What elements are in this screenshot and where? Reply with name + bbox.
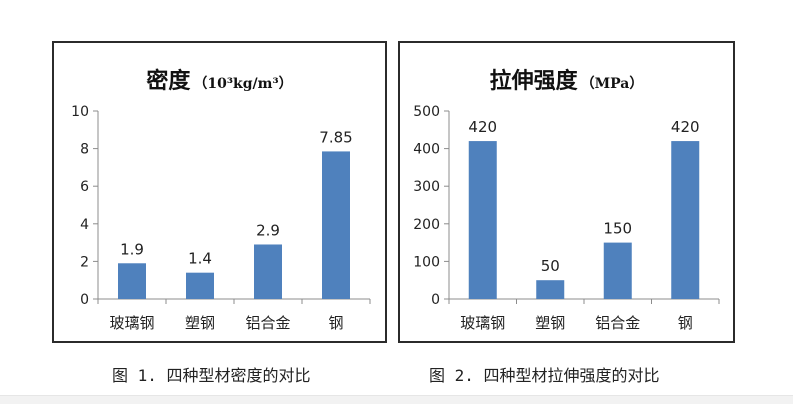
tensile-chart-title: 拉伸强度 （MPa）: [400, 63, 733, 95]
tensile-y-tick-label: 0: [431, 292, 440, 308]
density-chart-title: 密度 （10³kg/m³）: [54, 63, 385, 95]
tensile-title-unit: （MPa）: [580, 76, 644, 92]
figure-1-caption: 图 1. 四种型材密度的对比: [112, 366, 311, 385]
density-data-label: 1.4: [188, 250, 212, 268]
tensile-chart-svg: 0 100 200 300 400 500 420 玻璃钢 50 塑钢 150 铝合金 420 钢: [413, 104, 720, 332]
density-category-label: 塑钢: [185, 314, 215, 332]
tensile-y-tick-label: 500: [413, 104, 440, 120]
figure-2-caption: 图 2. 四种型材拉伸强度的对比: [429, 366, 660, 385]
tensile-y-tick-label: 400: [413, 142, 440, 158]
density-y-tick-label: 8: [80, 142, 89, 158]
tensile-data-label: 50: [541, 257, 560, 275]
density-bar: [322, 151, 350, 299]
density-y-tick-label: 0: [80, 292, 89, 308]
tensile-category-label: 玻璃钢: [460, 314, 505, 332]
density-bar: [186, 272, 214, 299]
tensile-category-label: 塑钢: [535, 314, 565, 332]
tensile-y-tick-label: 300: [413, 179, 440, 195]
tensile-category-label: 钢: [678, 314, 693, 332]
tensile-data-label: 420: [468, 118, 497, 136]
tensile-bar: [468, 141, 497, 299]
tensile-data-label: 420: [671, 118, 700, 136]
tensile-chart-panel: 拉伸强度 （MPa） 0 100 200 300 400 500 420 玻璃钢 50 塑钢 150 铝…: [398, 41, 735, 343]
tensile-bar: [671, 141, 700, 299]
tensile-category-label: 铝合金: [595, 314, 640, 332]
density-category-label: 钢: [328, 314, 343, 332]
density-chart-panel: 密度 （10³kg/m³） 0 2 4 6 8 10 1.9 玻璃钢 1.4 塑钢 2.9 铝合金 7.8…: [52, 41, 387, 343]
page-bottom-band: [0, 395, 793, 404]
density-category-label: 玻璃钢: [109, 314, 154, 332]
tensile-y-tick-label: 200: [413, 217, 440, 233]
density-title-unit: （10³kg/m³）: [193, 76, 293, 92]
density-y-tick-label: 6: [80, 179, 89, 195]
density-title-text: 密度: [146, 68, 191, 94]
density-y-tick-label: 4: [80, 217, 89, 233]
tensile-data-label: 150: [603, 220, 632, 238]
density-data-label: 7.85: [319, 128, 352, 146]
tensile-title-text: 拉伸强度: [489, 68, 578, 94]
density-y-tick-label: 10: [71, 104, 89, 120]
density-bar: [254, 244, 282, 299]
tensile-bar: [603, 242, 632, 299]
density-bar: [118, 263, 146, 299]
density-data-label: 1.9: [120, 240, 144, 258]
density-category-label: 铝合金: [245, 314, 290, 332]
tensile-y-tick-label: 100: [413, 254, 440, 270]
density-data-label: 2.9: [256, 221, 280, 239]
tensile-bar: [536, 280, 565, 299]
density-chart-svg: 0 2 4 6 8 10 1.9 玻璃钢 1.4 塑钢 2.9 铝合金 7.85 钢: [71, 104, 371, 332]
density-y-tick-label: 2: [80, 254, 89, 270]
